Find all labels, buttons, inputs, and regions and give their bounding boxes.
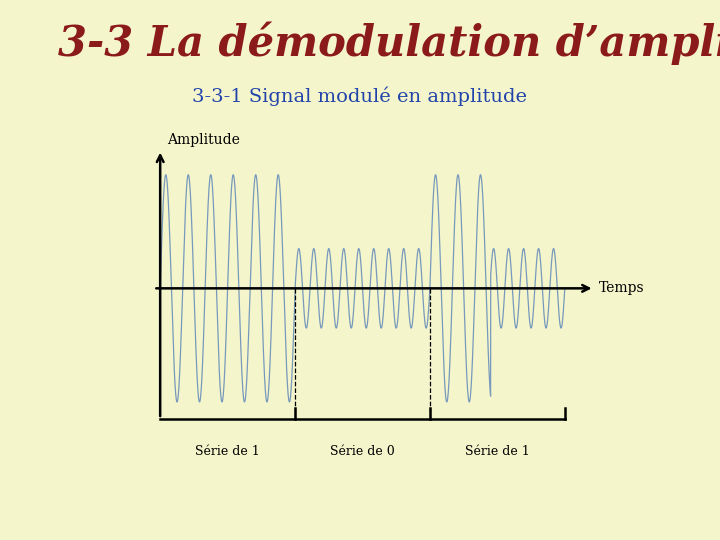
- Text: Série de 1: Série de 1: [465, 445, 530, 458]
- Text: Série de 1: Série de 1: [195, 445, 260, 458]
- Text: Amplitude: Amplitude: [167, 133, 240, 147]
- Text: 3-3-1 Signal modulé en amplitude: 3-3-1 Signal modulé en amplitude: [192, 86, 528, 106]
- Text: Temps: Temps: [598, 281, 644, 295]
- Text: 3-3 La démodulation d’amplitude: 3-3 La démodulation d’amplitude: [58, 22, 720, 65]
- Text: Série de 0: Série de 0: [330, 445, 395, 458]
